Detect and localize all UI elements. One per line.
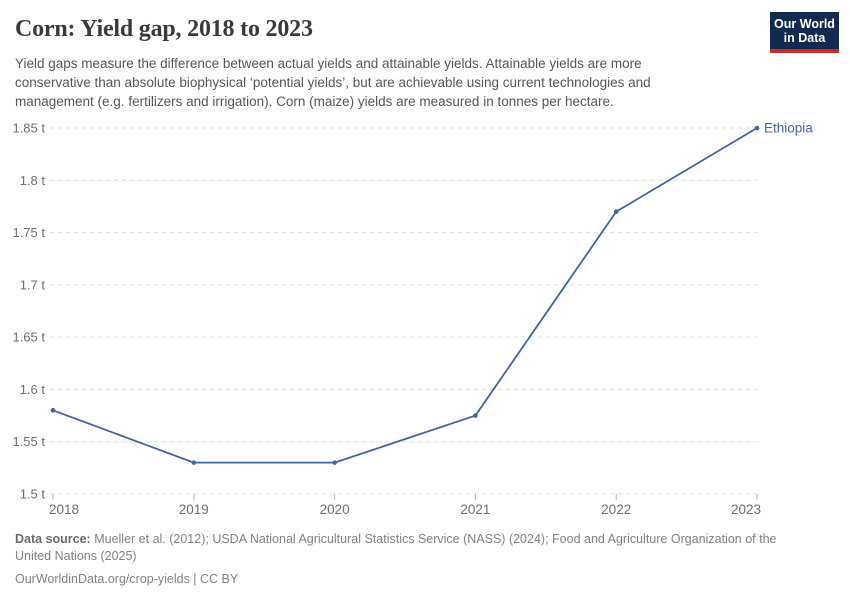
line-chart[interactable]: 1.5 t 1.55 t 1.6 t 1.65 t 1.7 t 1.75 t 1.8 t 1.…	[0, 112, 850, 530]
y-axis-label: 1.8 t	[20, 173, 46, 188]
y-axis-label: 1.55 t	[12, 434, 45, 449]
x-axis-label[interactable]: 2023	[731, 502, 761, 517]
data-point[interactable]	[473, 413, 478, 418]
data-point[interactable]	[754, 125, 760, 131]
data-point[interactable]	[332, 460, 337, 465]
x-axis-label[interactable]: 2019	[179, 502, 209, 517]
data-source-note: Data source: Mueller et al. (2012); USDA…	[15, 531, 810, 565]
x-axis-label[interactable]: 2021	[460, 502, 490, 517]
owid-logo[interactable]: Our World in Data	[770, 12, 839, 53]
x-axis-label[interactable]: 2018	[49, 502, 79, 517]
owid-logo-line1: Our World	[774, 17, 835, 31]
data-point[interactable]	[50, 408, 56, 413]
series-line-ethiopia[interactable]	[52, 127, 758, 464]
data-source-text: Mueller et al. (2012); USDA National Agr…	[15, 532, 777, 563]
series-end-label[interactable]: Ethiopia	[764, 121, 813, 136]
y-axis-label: 1.75 t	[12, 225, 45, 240]
owid-logo-line2: in Data	[783, 31, 826, 45]
x-axis-label[interactable]: 2020	[320, 502, 350, 517]
chart-subtitle: Yield gaps measure the difference betwee…	[15, 55, 651, 109]
chart-footer: Data source: Mueller et al. (2012); USDA…	[15, 531, 835, 588]
data-source-label: Data source:	[15, 532, 91, 546]
y-axis-label: 1.7 t	[20, 277, 46, 292]
y-axis-label: 1.5 t	[20, 487, 46, 502]
y-axis-label: 1.65 t	[12, 330, 45, 345]
y-axis-label: 1.6 t	[20, 382, 46, 397]
license-link[interactable]: OurWorldinData.org/crop-yields | CC BY	[15, 572, 239, 586]
y-axis-label: 1.85 t	[12, 121, 45, 136]
chart-header: Corn: Yield gap, 2018 to 2023 Yield gaps…	[15, 16, 755, 111]
x-axis-label[interactable]: 2022	[601, 502, 631, 517]
data-point[interactable]	[613, 209, 619, 214]
chart-title: Corn: Yield gap, 2018 to 2023	[15, 16, 313, 42]
data-point[interactable]	[191, 460, 197, 465]
